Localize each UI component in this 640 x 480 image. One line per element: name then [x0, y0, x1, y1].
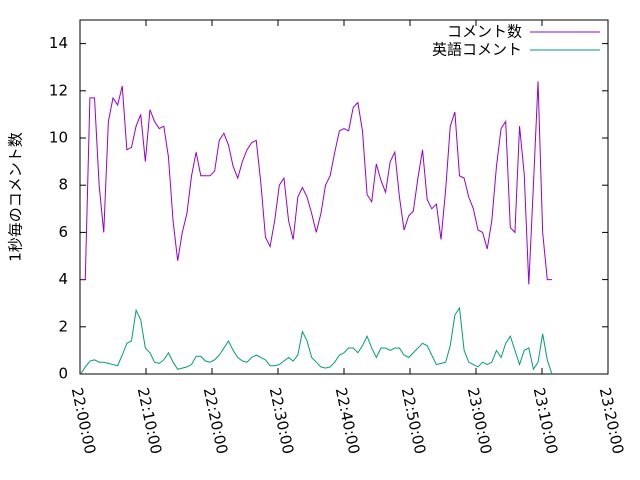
series-line	[80, 81, 552, 285]
y-tick-label: 8	[58, 176, 68, 194]
y-tick-label: 10	[49, 129, 68, 147]
x-tick-label: 22:50:00	[398, 386, 430, 456]
plot-border	[79, 19, 609, 375]
x-tick-label: 22:00:00	[68, 386, 100, 456]
x-tick-label: 22:10:00	[134, 386, 166, 456]
y-tick-label: 12	[49, 81, 68, 99]
legend-label: 英語コメント	[432, 41, 522, 59]
x-tick-label: 23:00:00	[464, 386, 496, 456]
y-tick-label: 14	[49, 34, 68, 52]
x-tick-label: 22:20:00	[200, 386, 232, 456]
series-line	[80, 306, 553, 375]
x-tick-label: 23:10:00	[530, 386, 562, 456]
y-tick-label: 0	[58, 365, 68, 383]
y-tick-label: 4	[58, 270, 68, 288]
y-tick-label: 6	[58, 223, 68, 241]
x-tick-label: 22:30:00	[266, 386, 298, 456]
legend-label: コメント数	[447, 23, 522, 41]
y-axis-label: 1秒毎のコメント数	[7, 132, 25, 262]
x-tick-label: 22:40:00	[332, 386, 364, 456]
y-tick-label: 2	[58, 317, 68, 335]
x-tick-label: 23:20:00	[596, 386, 628, 456]
